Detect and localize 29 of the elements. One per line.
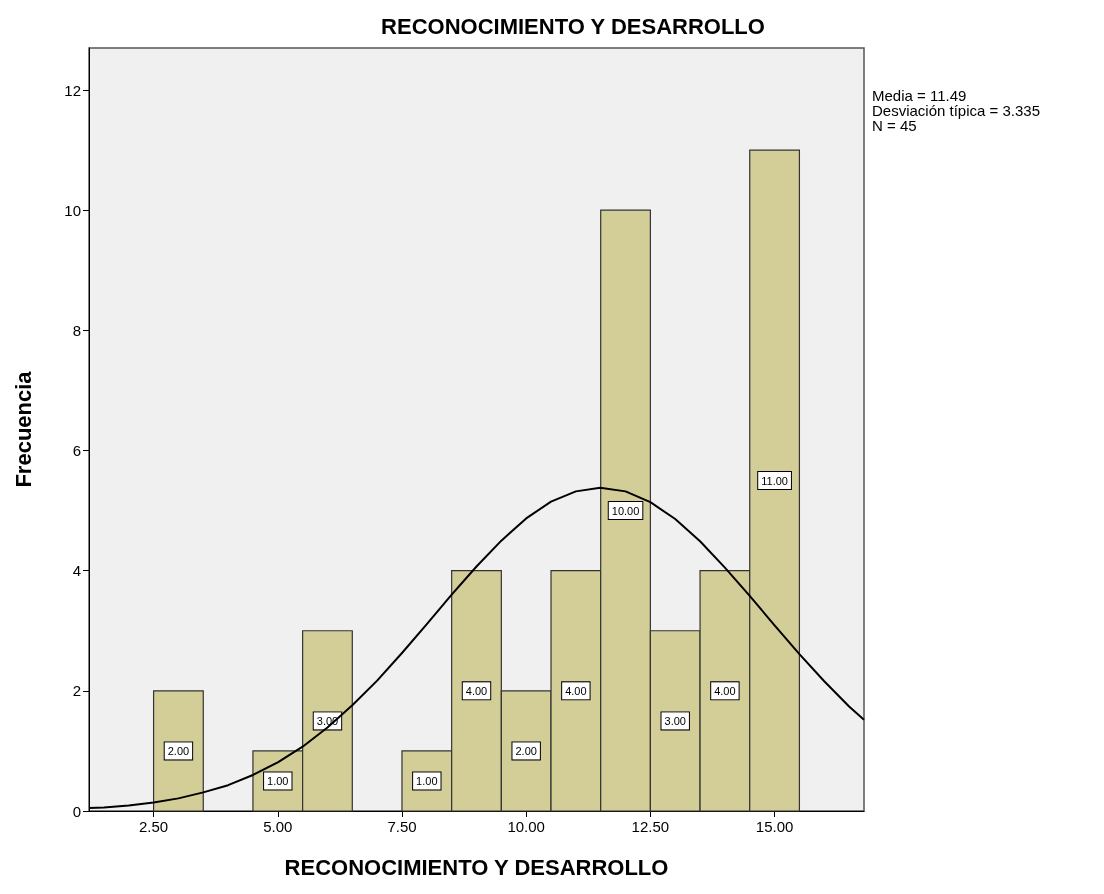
data-label: 1.00	[416, 774, 438, 787]
data-label: 2.00	[515, 744, 537, 757]
y-tick-label: 12	[64, 81, 81, 99]
chart-title: RECONOCIMIENTO Y DESARROLLO	[381, 13, 765, 39]
x-tick-label: 5.00	[263, 818, 293, 835]
data-label: 2.00	[167, 744, 190, 757]
y-axis-title: Frecuencia	[10, 370, 36, 488]
text: N = 45	[872, 117, 917, 134]
y-tick-label: 8	[72, 321, 81, 339]
data-label: 4.00	[714, 684, 736, 697]
x-axis-title: RECONOCIMIENTO Y DESARROLLO	[284, 854, 669, 880]
x-tick-label: 7.50	[387, 818, 417, 835]
x-tick-label: 2.50	[138, 818, 169, 835]
x-tick-label: 15.00	[755, 818, 794, 835]
data-label: 1.00	[267, 774, 289, 787]
y-tick-label: 2	[72, 682, 81, 700]
text: Desviación típica = 3.335	[872, 102, 1041, 119]
data-label: 3.00	[664, 714, 686, 727]
data-label: 11.00	[761, 474, 788, 487]
data-label: 4.00	[565, 684, 587, 697]
y-tick-label: 6	[72, 442, 81, 460]
data-label: 10.00	[611, 504, 640, 517]
x-tick-label: 12.50	[631, 818, 670, 835]
data-label: 4.00	[465, 684, 488, 697]
y-tick-label: 0	[72, 802, 81, 820]
y-tick-label: 10	[64, 201, 81, 219]
y-tick-label: 4	[72, 562, 81, 580]
x-tick-label: 10.00	[507, 818, 545, 835]
text: Media = 11.49	[872, 87, 967, 104]
